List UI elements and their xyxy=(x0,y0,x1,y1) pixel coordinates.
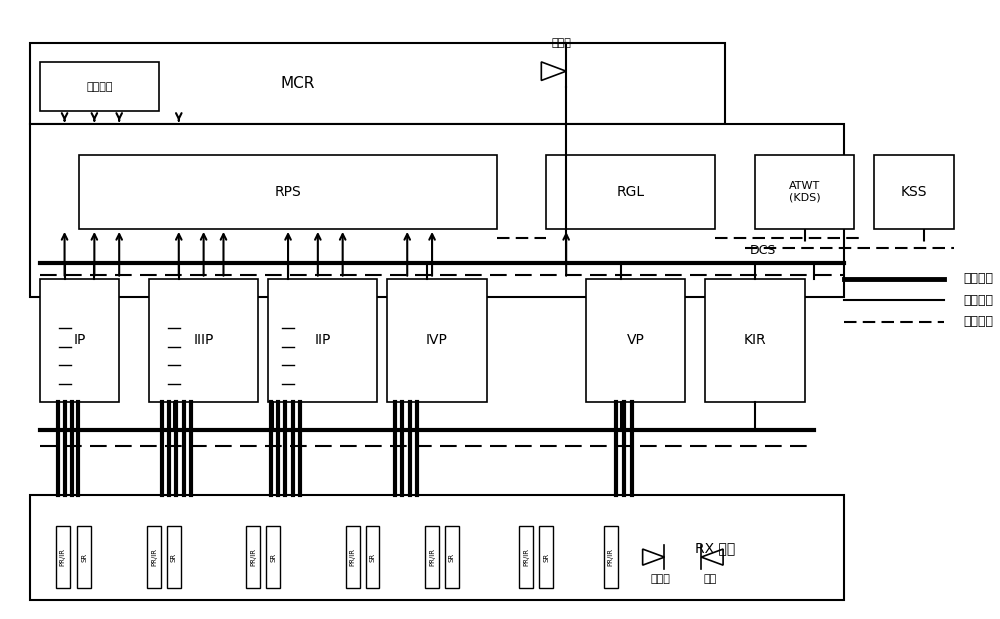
Text: SR: SR xyxy=(270,553,276,561)
Text: 逻辑信号: 逻辑信号 xyxy=(963,315,993,329)
FancyBboxPatch shape xyxy=(519,526,533,588)
FancyBboxPatch shape xyxy=(346,526,360,588)
FancyBboxPatch shape xyxy=(387,279,487,402)
Text: PR/IR: PR/IR xyxy=(250,548,256,566)
Text: RPS: RPS xyxy=(275,185,301,199)
Text: PR/IR: PR/IR xyxy=(429,548,435,566)
Text: SR: SR xyxy=(369,553,375,561)
FancyBboxPatch shape xyxy=(874,155,954,229)
Text: KIR: KIR xyxy=(744,334,766,347)
FancyBboxPatch shape xyxy=(705,279,805,402)
Text: ATWT
(KDS): ATWT (KDS) xyxy=(789,181,820,202)
Text: 扬声器: 扬声器 xyxy=(551,38,571,48)
Text: IIP: IIP xyxy=(315,334,331,347)
Text: 喇叭: 喇叭 xyxy=(704,574,717,584)
FancyBboxPatch shape xyxy=(30,124,844,297)
FancyBboxPatch shape xyxy=(266,526,280,588)
FancyBboxPatch shape xyxy=(268,279,377,402)
Text: VP: VP xyxy=(627,334,645,347)
Text: IP: IP xyxy=(73,334,86,347)
Text: 模拟信号: 模拟信号 xyxy=(963,293,993,307)
Text: PR/IR: PR/IR xyxy=(350,548,356,566)
FancyBboxPatch shape xyxy=(445,526,459,588)
Text: DCS: DCS xyxy=(750,244,776,258)
Text: PR/IR: PR/IR xyxy=(151,548,157,566)
Text: IVP: IVP xyxy=(426,334,448,347)
Text: 扬声器: 扬声器 xyxy=(651,574,670,584)
Text: KSS: KSS xyxy=(901,185,927,199)
FancyBboxPatch shape xyxy=(147,526,161,588)
FancyBboxPatch shape xyxy=(56,526,70,588)
Text: PR/IR: PR/IR xyxy=(523,548,529,566)
FancyBboxPatch shape xyxy=(586,279,685,402)
FancyBboxPatch shape xyxy=(167,526,181,588)
FancyBboxPatch shape xyxy=(77,526,91,588)
FancyBboxPatch shape xyxy=(366,526,379,588)
Text: SR: SR xyxy=(449,553,455,561)
Text: PR/IR: PR/IR xyxy=(608,548,614,566)
Text: SR: SR xyxy=(171,553,177,561)
FancyBboxPatch shape xyxy=(539,526,553,588)
Text: 同轴电缆: 同轴电缆 xyxy=(963,272,993,285)
FancyBboxPatch shape xyxy=(755,155,854,229)
Text: MCR: MCR xyxy=(281,76,315,91)
Text: SR: SR xyxy=(543,553,549,561)
Text: RX 厂房: RX 厂房 xyxy=(695,541,735,555)
Text: 反应性仪: 反应性仪 xyxy=(86,82,113,92)
Text: IIIP: IIIP xyxy=(193,334,214,347)
Text: SR: SR xyxy=(81,553,87,561)
FancyBboxPatch shape xyxy=(604,526,618,588)
FancyBboxPatch shape xyxy=(546,155,715,229)
FancyBboxPatch shape xyxy=(40,279,119,402)
FancyBboxPatch shape xyxy=(149,279,258,402)
Text: PR/IR: PR/IR xyxy=(60,548,66,566)
FancyBboxPatch shape xyxy=(30,43,725,124)
FancyBboxPatch shape xyxy=(79,155,497,229)
FancyBboxPatch shape xyxy=(425,526,439,588)
FancyBboxPatch shape xyxy=(246,526,260,588)
FancyBboxPatch shape xyxy=(40,62,159,111)
Text: RGL: RGL xyxy=(617,185,645,199)
FancyBboxPatch shape xyxy=(30,495,844,600)
